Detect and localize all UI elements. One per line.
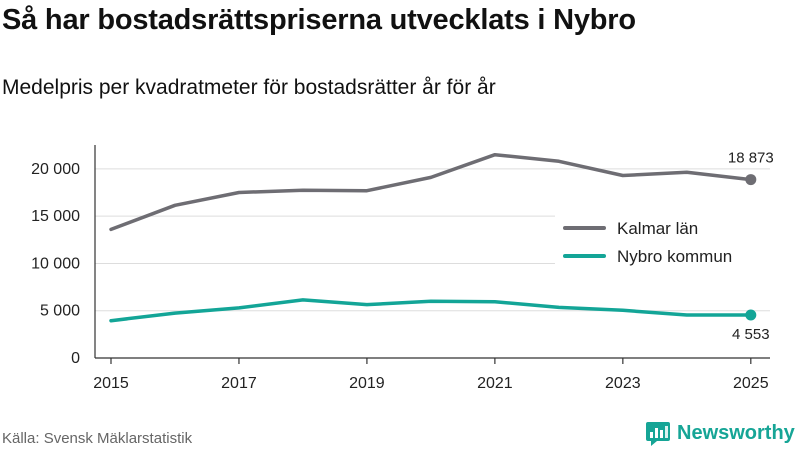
chart-subtitle: Medelpris per kvadratmeter för bostadsrä… [2,76,496,99]
series [109,152,757,323]
x-tick-label: 2015 [93,375,129,392]
legend-label: Kalmar län [617,219,698,238]
x-tick-label: 2021 [477,375,513,392]
brand-logo: Newsworthy [645,419,795,447]
brand-name: Newsworthy [677,421,795,444]
data-label-end: 18 873 [728,150,774,167]
chart-title: Så har bostadsrättspriserna utvecklats i… [2,4,636,36]
legend-background [555,212,770,274]
newsworthy-logo-icon [646,422,670,446]
y-tick-label: 0 [71,350,80,367]
data-labels: 18 873 4 553 [728,150,774,343]
y-tick-label: 5 000 [40,303,80,320]
source-note: Källa: Svensk Mäklarstatistik [2,430,193,447]
x-tick-label: 2019 [349,375,385,392]
y-tick-label: 10 000 [31,255,80,272]
series-line-nybro [109,298,753,323]
y-tick-label: 15 000 [31,208,80,225]
x-tick-label: 2017 [221,375,257,392]
y-tick-label: 20 000 [31,161,80,178]
legend-label: Nybro kommun [617,247,732,266]
series-end-marker [745,309,757,321]
x-tick-label: 2023 [605,375,641,392]
legend: Kalmar län Nybro kommun [555,212,770,274]
data-label-end: 4 553 [732,326,770,343]
series-end-marker [745,174,757,186]
axes: 0 5 000 10 000 15 000 20 000 2015 2017 2019 2021… [31,145,770,392]
series-line-kalmar [109,152,753,232]
x-tick-label: 2025 [733,375,769,392]
